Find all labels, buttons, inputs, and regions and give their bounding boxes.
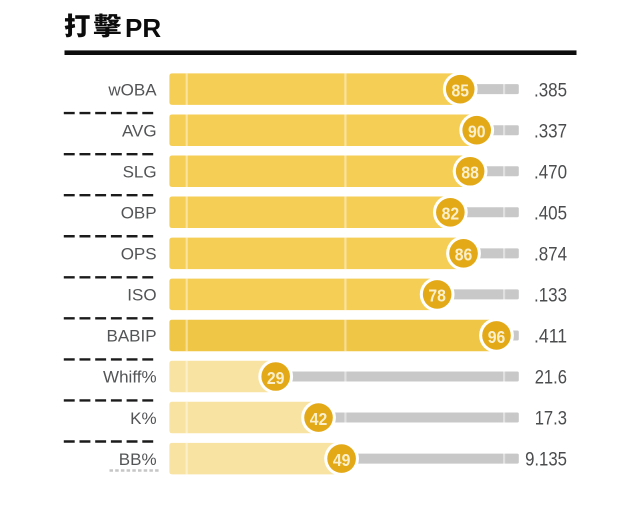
svg-text:29: 29 [267,368,285,388]
svg-text:OBP: OBP [121,204,157,223]
svg-text:SLG: SLG [123,162,157,181]
svg-text:.411: .411 [534,326,567,348]
svg-text:.405: .405 [534,202,567,224]
svg-text:9.135: 9.135 [525,449,567,471]
svg-text:ISO: ISO [127,286,156,305]
svg-text:.133: .133 [534,285,567,307]
svg-text:.385: .385 [534,79,567,101]
svg-text:78: 78 [428,286,446,306]
svg-text:BB%: BB% [119,450,157,469]
svg-text:.874: .874 [534,243,567,265]
svg-text:K%: K% [130,409,156,428]
svg-text:49: 49 [333,450,351,470]
svg-text:88: 88 [461,163,479,183]
svg-text:AVG: AVG [122,121,157,140]
svg-text:85: 85 [451,80,469,100]
svg-text:PR: PR [125,13,161,43]
svg-text:OPS: OPS [121,245,157,264]
svg-text:.470: .470 [534,161,567,183]
svg-text:17.3: 17.3 [535,408,567,430]
svg-text:wOBA: wOBA [107,80,157,99]
svg-text:90: 90 [468,122,486,142]
svg-text:82: 82 [442,204,460,224]
svg-text:BABIP: BABIP [107,327,157,346]
svg-text:42: 42 [310,409,328,429]
svg-text:.337: .337 [534,120,567,142]
svg-text:Whiff%: Whiff% [103,368,157,387]
svg-text:86: 86 [455,245,473,265]
svg-text:21.6: 21.6 [535,367,567,389]
svg-text:96: 96 [488,327,506,347]
